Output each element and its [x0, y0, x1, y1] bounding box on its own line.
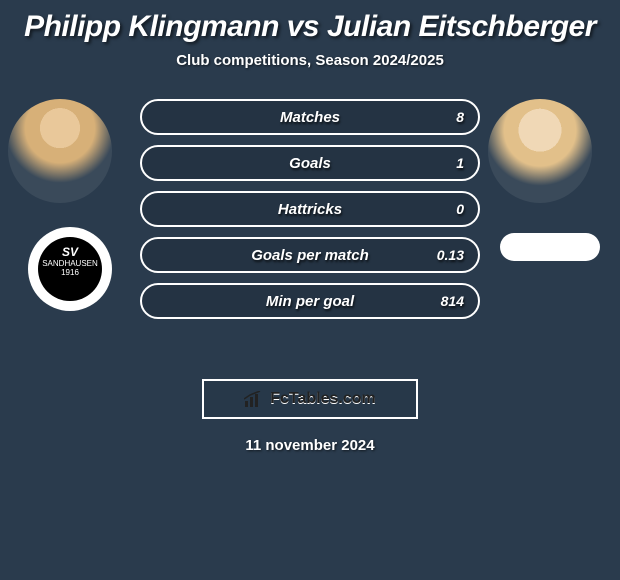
bar-chart-icon [244, 391, 264, 407]
player-right-avatar [488, 99, 592, 203]
footer-date: 11 november 2024 [0, 437, 620, 454]
stat-label: Goals per match [251, 247, 369, 264]
stat-value: 814 [441, 293, 464, 309]
stat-value: 0 [456, 201, 464, 217]
comparison-panel: SANDHAUSEN1916 Matches 8 Goals 1 Hattric… [0, 99, 620, 359]
club-left-badge: SANDHAUSEN1916 [28, 227, 112, 311]
page-title: Philipp Klingmann vs Julian Eitschberger [10, 10, 610, 44]
player-left-avatar [8, 99, 112, 203]
stat-row: Hattricks 0 [140, 191, 480, 227]
stat-bars: Matches 8 Goals 1 Hattricks 0 Goals per … [140, 99, 480, 329]
club-left-label: SANDHAUSEN1916 [42, 260, 98, 278]
stat-row: Min per goal 814 [140, 283, 480, 319]
stat-row: Goals per match 0.13 [140, 237, 480, 273]
stat-label: Hattricks [278, 201, 342, 218]
stat-value: 1 [456, 155, 464, 171]
stat-value: 8 [456, 109, 464, 125]
brand-text: FcTables.com [270, 390, 376, 408]
stat-label: Matches [280, 109, 340, 126]
stat-label: Goals [289, 155, 331, 172]
stat-row: Goals 1 [140, 145, 480, 181]
brand-box: FcTables.com [202, 379, 418, 419]
header: Philipp Klingmann vs Julian Eitschberger… [0, 0, 620, 69]
stat-row: Matches 8 [140, 99, 480, 135]
club-right-badge [500, 233, 600, 261]
page-subtitle: Club competitions, Season 2024/2025 [10, 52, 610, 69]
stat-value: 0.13 [437, 247, 464, 263]
stat-label: Min per goal [266, 293, 354, 310]
